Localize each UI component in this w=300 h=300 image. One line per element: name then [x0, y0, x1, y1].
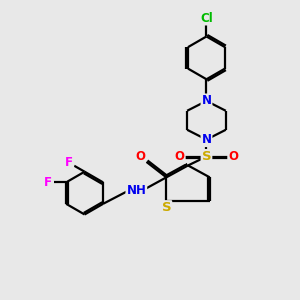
Text: F: F — [44, 176, 52, 189]
Text: O: O — [228, 150, 238, 163]
Text: F: F — [65, 156, 73, 169]
Text: S: S — [161, 201, 171, 214]
Text: NH: NH — [126, 184, 146, 197]
Text: N: N — [202, 94, 212, 107]
Text: Cl: Cl — [200, 11, 213, 25]
Text: O: O — [175, 150, 185, 163]
Text: S: S — [202, 150, 211, 163]
Text: O: O — [135, 150, 145, 163]
Text: N: N — [202, 133, 212, 146]
